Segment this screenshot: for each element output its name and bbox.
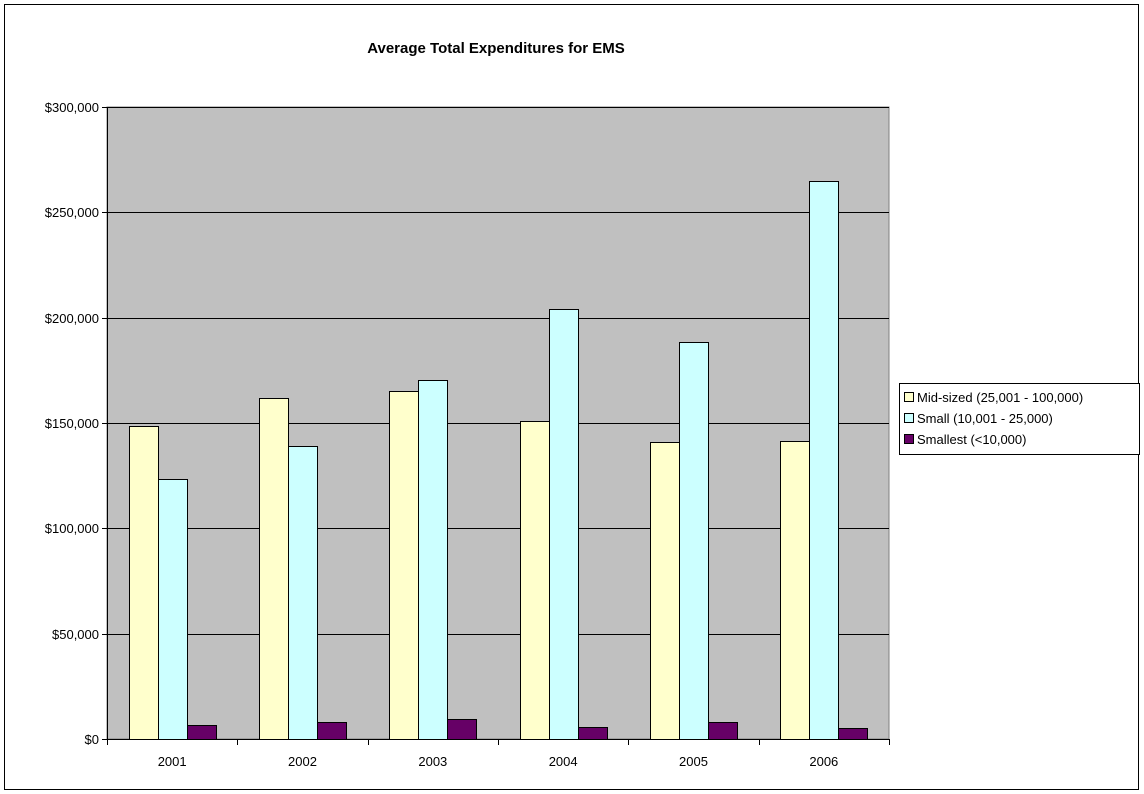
legend-label: Mid-sized (25,001 - 100,000) [917, 390, 1083, 405]
y-tick-label: $50,000 [52, 627, 99, 642]
y-tick-label: $300,000 [45, 100, 99, 115]
legend-label: Smallest (<10,000) [917, 432, 1026, 447]
legend-box [899, 383, 1140, 455]
x-tick-label: 2006 [809, 754, 838, 769]
x-tick-label: 2004 [549, 754, 578, 769]
bar-2002-series-2 [288, 446, 318, 740]
gridlines [107, 107, 889, 635]
bar-2002-series-3 [317, 722, 347, 740]
bar-2006-series-3 [838, 728, 868, 740]
bar-2001-series-3 [187, 725, 217, 740]
bar-2004-series-2 [549, 309, 579, 740]
x-tick-label: 2005 [679, 754, 708, 769]
y-tick-label: $250,000 [45, 205, 99, 220]
bar-2003-series-3 [447, 719, 477, 740]
x-tick-label: 2002 [288, 754, 317, 769]
legend-swatch [904, 434, 914, 444]
legend-swatch [904, 413, 914, 423]
axes: $0 $50,000 $100,000 $150,000 $200,000 $250,00… [45, 100, 890, 769]
bar-2004-series-3 [578, 727, 608, 740]
bar-2001-series-2 [158, 479, 188, 740]
bar-2003-series-1 [389, 391, 419, 740]
y-tick-label: $150,000 [45, 416, 99, 431]
bars [129, 181, 868, 740]
bar-2005-series-1 [650, 442, 680, 740]
legend-swatch [904, 392, 914, 402]
legend: Mid-sized (25,001 - 100,000) Small (10,00… [899, 383, 1140, 455]
bar-2001-series-1 [129, 426, 159, 740]
x-tick-label: 2003 [418, 754, 447, 769]
chart-title: Average Total Expenditures for EMS [367, 40, 625, 57]
legend-label: Small (10,001 - 25,000) [917, 411, 1053, 426]
bar-2005-series-2 [679, 342, 709, 740]
bar-2005-series-3 [708, 722, 738, 740]
bar-2004-series-1 [520, 421, 550, 740]
bar-2003-series-2 [418, 380, 448, 740]
y-tick-label: $0 [85, 732, 99, 747]
bar-2006-series-1 [780, 441, 810, 740]
bar-2006-series-2 [809, 181, 839, 740]
y-tick-label: $100,000 [45, 521, 99, 536]
bar-2002-series-1 [259, 398, 289, 740]
y-tick-label: $200,000 [45, 311, 99, 326]
x-tick-label: 2001 [158, 754, 187, 769]
